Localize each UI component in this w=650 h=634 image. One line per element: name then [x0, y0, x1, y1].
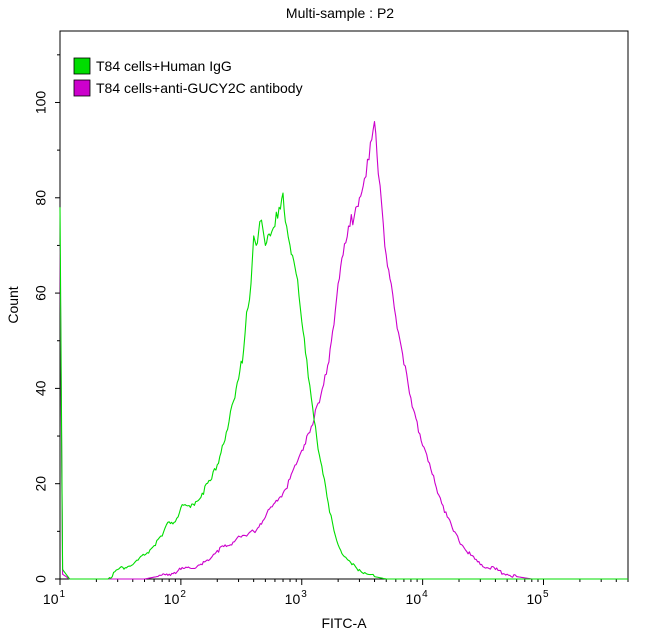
y-axis-label: Count: [5, 286, 21, 323]
x-tick-exponent: 5: [543, 589, 549, 600]
legend-label: T84 cells+Human IgG: [96, 58, 232, 74]
series-line-anti-gucy2c: [59, 120, 628, 580]
chart-title: Multi-sample : P2: [286, 5, 394, 21]
x-tick-label: 101: [43, 589, 66, 607]
plot-frame: [59, 30, 629, 580]
series-line-human-igg: [59, 192, 628, 580]
legend-swatch: [73, 57, 91, 75]
y-tick-label: 80: [33, 190, 49, 206]
legend-label: T84 cells+anti-GUCY2C antibody: [96, 80, 303, 96]
x-tick-exponent: 2: [180, 589, 186, 600]
x-tick-label: 102: [164, 589, 187, 607]
y-tick-label: 40: [33, 380, 49, 396]
x-tick-label: 103: [285, 589, 308, 607]
x-tick-label: 104: [406, 589, 429, 607]
legend: T84 cells+Human IgG T84 cells+anti-GUCY2C…: [73, 57, 303, 97]
x-tick-exponent: 3: [301, 589, 307, 600]
x-tick-exponent: 4: [422, 589, 428, 600]
x-axis-label: FITC-A: [321, 615, 367, 631]
x-tick-label: 105: [526, 589, 549, 607]
legend-swatch: [73, 79, 91, 97]
y-tick-label: 20: [33, 476, 49, 492]
series-layer: [59, 120, 628, 580]
y-tick-label: 0: [33, 575, 49, 583]
y-axis-ticks: 0 20 40 60 80 100: [33, 54, 60, 583]
y-tick-label: 60: [33, 285, 49, 301]
x-tick-exponent: 1: [60, 589, 66, 600]
x-axis-ticks: 101 102 103 104 105: [43, 579, 629, 607]
y-tick-label: 100: [33, 91, 49, 115]
